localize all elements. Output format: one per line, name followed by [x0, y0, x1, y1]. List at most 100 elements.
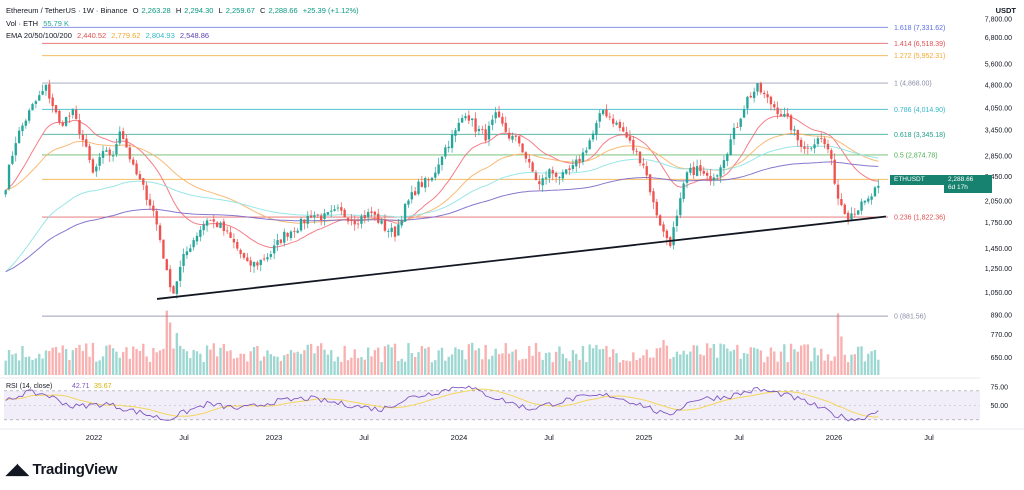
candle	[252, 261, 256, 267]
candle	[162, 239, 165, 259]
header-ema-row: EMA 20/50/100/200 2,440.52 2,779.62 2,80…	[6, 31, 212, 40]
ema20-value: 2,440.52	[76, 31, 107, 40]
volume-bar	[229, 350, 232, 375]
volume-bar	[672, 356, 675, 375]
candle	[276, 240, 279, 245]
volume-bar	[464, 359, 467, 375]
candle	[259, 259, 262, 265]
x-tick-label: 2025	[636, 433, 653, 442]
volume-bar	[655, 348, 658, 375]
volume-bar	[867, 353, 870, 375]
volume-bar	[756, 348, 759, 375]
volume-bar	[14, 353, 17, 375]
volume-bar	[803, 344, 806, 375]
volume-bar	[732, 349, 736, 375]
candle	[840, 199, 843, 206]
candle	[185, 251, 189, 256]
candle	[222, 221, 226, 232]
candle	[534, 172, 538, 181]
fib-levels: 1.618 (7,331.62) 1.414 (6,518.39) 1.272 (5…	[42, 25, 945, 321]
volume-bar	[511, 351, 514, 375]
candle	[521, 143, 524, 153]
candle	[17, 130, 21, 143]
candle	[853, 213, 857, 215]
tradingview-logo[interactable]: ◢◣ TradingView	[6, 460, 118, 478]
volume-bars	[4, 310, 880, 375]
candle	[830, 150, 833, 159]
volume-bar	[709, 347, 712, 375]
candle	[4, 190, 7, 195]
candle	[722, 160, 726, 169]
candle	[24, 120, 27, 126]
volume-bar	[615, 353, 618, 375]
volume-bar	[739, 358, 742, 375]
candle	[343, 209, 346, 218]
y-tick-label: 2,850.00	[985, 154, 1012, 161]
x-tick-label: 2024	[451, 433, 468, 442]
volume-bar	[665, 345, 669, 375]
candle	[269, 254, 273, 257]
volume-bar	[625, 360, 628, 375]
candle	[444, 147, 447, 157]
volume-bar	[158, 350, 162, 375]
candle	[330, 210, 333, 212]
candle	[132, 159, 135, 165]
candle	[642, 163, 645, 166]
ema50-value: 2,779.62	[111, 31, 141, 40]
low-label: L	[218, 6, 223, 15]
volume-bar	[303, 350, 306, 375]
volume-bar	[38, 353, 41, 375]
candle	[538, 181, 541, 185]
candle	[148, 199, 152, 206]
volume-bar	[232, 358, 236, 375]
symbol-title[interactable]: Ethereum / TetherUS · 1W · Binance	[6, 6, 128, 15]
volume-bar	[833, 356, 836, 375]
volume-bar	[48, 351, 51, 375]
candle	[581, 152, 585, 162]
volume-bar	[7, 349, 11, 375]
candle	[511, 136, 514, 140]
volume-bar	[568, 361, 571, 375]
candle	[843, 204, 846, 214]
candle	[615, 122, 618, 125]
header-symbol-row: Ethereum / TetherUS · 1W · Binance O 2,26…	[6, 6, 362, 15]
volume-bar	[467, 344, 471, 375]
volume-bar	[450, 354, 454, 375]
header-volume-row: Vol · ETH 55.79 K	[6, 19, 72, 28]
candle	[356, 223, 360, 225]
volume-bar	[504, 343, 507, 375]
volume-bar	[252, 347, 256, 375]
volume-bar	[585, 361, 588, 375]
volume-bar	[534, 342, 538, 375]
volume-bar	[336, 356, 340, 375]
candle	[316, 214, 319, 216]
volume-bar	[182, 349, 185, 375]
price-tag-countdown: 6d 17h	[948, 184, 968, 191]
high-label: H	[175, 6, 182, 15]
volume-bar	[658, 347, 662, 375]
volume-bar	[179, 345, 182, 375]
candle	[692, 166, 695, 176]
y-tick-label: 1,450.00	[985, 246, 1012, 253]
x-tick-label: 2026	[826, 433, 843, 442]
candle	[192, 240, 195, 248]
volume-bar	[346, 360, 350, 375]
candle	[773, 104, 776, 108]
volume-bar	[742, 352, 746, 375]
candle	[286, 232, 289, 237]
candle	[605, 109, 608, 117]
volume-bar	[27, 356, 31, 375]
candle	[115, 144, 118, 155]
candle	[219, 222, 222, 228]
candle	[571, 165, 575, 170]
candle	[793, 129, 796, 131]
vol-label[interactable]: Vol · ETH	[6, 19, 39, 28]
volume-bar	[309, 343, 313, 375]
candle	[420, 182, 424, 187]
volume-bar	[168, 322, 172, 375]
ema-label[interactable]: EMA 20/50/100/200	[6, 31, 72, 40]
volume-bar	[595, 344, 598, 375]
volume-bar	[877, 359, 880, 375]
